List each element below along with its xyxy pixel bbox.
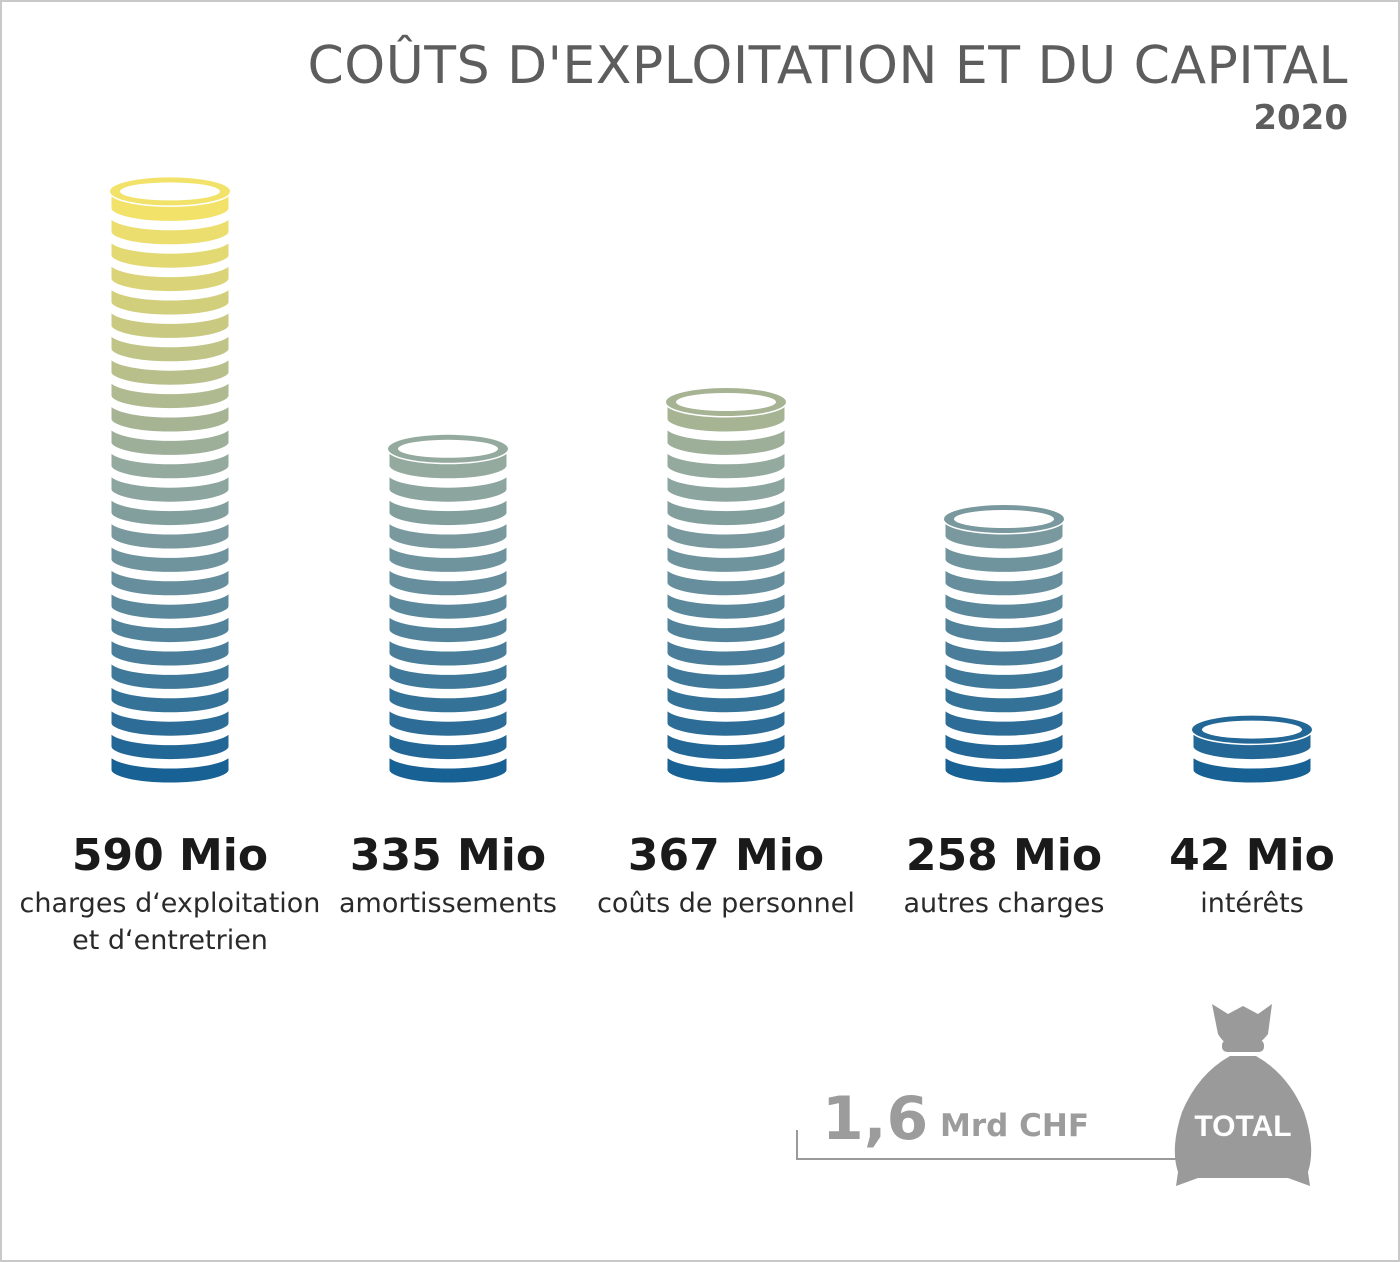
coin bbox=[108, 261, 232, 295]
category-label: charges d‘exploitation et d‘entretrien bbox=[19, 888, 321, 956]
coin bbox=[664, 682, 788, 716]
value-label: 42 Mio bbox=[1169, 830, 1335, 881]
coin bbox=[664, 448, 788, 482]
bar-stack-1 bbox=[386, 434, 510, 786]
coin bbox=[108, 284, 232, 318]
coin bbox=[664, 518, 788, 552]
coin-top-face bbox=[1202, 720, 1302, 739]
coin bbox=[942, 588, 1066, 622]
coin bbox=[664, 612, 788, 646]
coin bbox=[664, 425, 788, 458]
total-bracket bbox=[796, 1130, 1198, 1160]
coin bbox=[664, 729, 788, 763]
chart-subtitle: 2020 bbox=[1253, 98, 1348, 138]
coin bbox=[386, 565, 510, 599]
coin bbox=[108, 425, 232, 458]
coin bbox=[108, 635, 232, 669]
coin bbox=[108, 682, 232, 716]
coin bbox=[942, 659, 1066, 692]
total-value: 1,6 bbox=[822, 1084, 929, 1154]
coin bbox=[386, 635, 510, 669]
coin bbox=[942, 612, 1066, 646]
category-label: amortissements bbox=[339, 888, 557, 919]
coin-top-face bbox=[398, 439, 498, 458]
coin bbox=[108, 752, 232, 786]
coin bbox=[386, 588, 510, 622]
coin bbox=[664, 401, 788, 435]
category-label: coûts de personnel bbox=[597, 888, 855, 919]
coin bbox=[386, 705, 510, 739]
coin bbox=[664, 565, 788, 599]
coin bbox=[664, 471, 788, 505]
coin bbox=[1190, 752, 1314, 786]
category-label: autres charges bbox=[903, 888, 1105, 919]
coin bbox=[108, 448, 232, 482]
coin bbox=[386, 682, 510, 716]
coin bbox=[386, 752, 510, 786]
coin-top-face bbox=[676, 393, 776, 411]
coin bbox=[942, 729, 1066, 763]
coin bbox=[386, 659, 510, 692]
coin-top-face bbox=[954, 510, 1054, 528]
coin bbox=[108, 401, 232, 435]
coin bbox=[108, 471, 232, 505]
coin bbox=[942, 752, 1066, 786]
bar-stack-0 bbox=[108, 177, 232, 786]
coin bbox=[108, 565, 232, 599]
coin bbox=[664, 495, 788, 529]
total-unit: Mrd CHF bbox=[940, 1108, 1089, 1144]
value-label: 335 Mio bbox=[349, 830, 547, 881]
coin bbox=[386, 471, 510, 505]
coin-stack-chart bbox=[108, 177, 1314, 786]
money-bag-icon: TOTAL bbox=[1174, 1004, 1312, 1186]
coin bbox=[108, 354, 232, 388]
coin bbox=[386, 448, 510, 482]
coin bbox=[942, 565, 1066, 599]
coin bbox=[108, 495, 232, 529]
value-label: 590 Mio bbox=[71, 830, 269, 881]
bar-stack-4 bbox=[1190, 715, 1314, 786]
bar-stack-2 bbox=[664, 388, 788, 786]
coin bbox=[108, 518, 232, 552]
coin bbox=[108, 659, 232, 692]
coin bbox=[386, 518, 510, 552]
coin bbox=[664, 705, 788, 739]
chart-title: COÛTS D'EXPLOITATION ET DU CAPITAL bbox=[307, 36, 1348, 96]
coin bbox=[386, 495, 510, 529]
coin bbox=[664, 588, 788, 622]
value-label: 367 Mio bbox=[627, 830, 825, 881]
coin bbox=[942, 542, 1066, 575]
coin bbox=[108, 729, 232, 763]
coin bbox=[664, 542, 788, 575]
coin bbox=[108, 331, 232, 365]
category-label: intérêts bbox=[1200, 888, 1304, 919]
coin bbox=[664, 635, 788, 669]
coin bbox=[108, 542, 232, 575]
coin bbox=[386, 542, 510, 575]
coin bbox=[108, 237, 232, 271]
coin bbox=[942, 635, 1066, 669]
coin bbox=[108, 214, 232, 248]
coin bbox=[108, 612, 232, 646]
coin bbox=[108, 191, 232, 224]
value-label: 258 Mio bbox=[905, 830, 1103, 881]
coin bbox=[386, 612, 510, 646]
coin bbox=[942, 682, 1066, 716]
coin bbox=[108, 588, 232, 622]
coin bbox=[1190, 729, 1314, 763]
bar-stack-3 bbox=[942, 505, 1066, 786]
coin-top-face bbox=[120, 182, 220, 201]
coin bbox=[108, 705, 232, 739]
coin bbox=[942, 705, 1066, 739]
coin bbox=[664, 659, 788, 692]
coin bbox=[108, 308, 232, 341]
coin bbox=[386, 729, 510, 763]
total-badge: TOTAL bbox=[1194, 1110, 1291, 1143]
coin bbox=[664, 752, 788, 786]
coin bbox=[108, 378, 232, 412]
